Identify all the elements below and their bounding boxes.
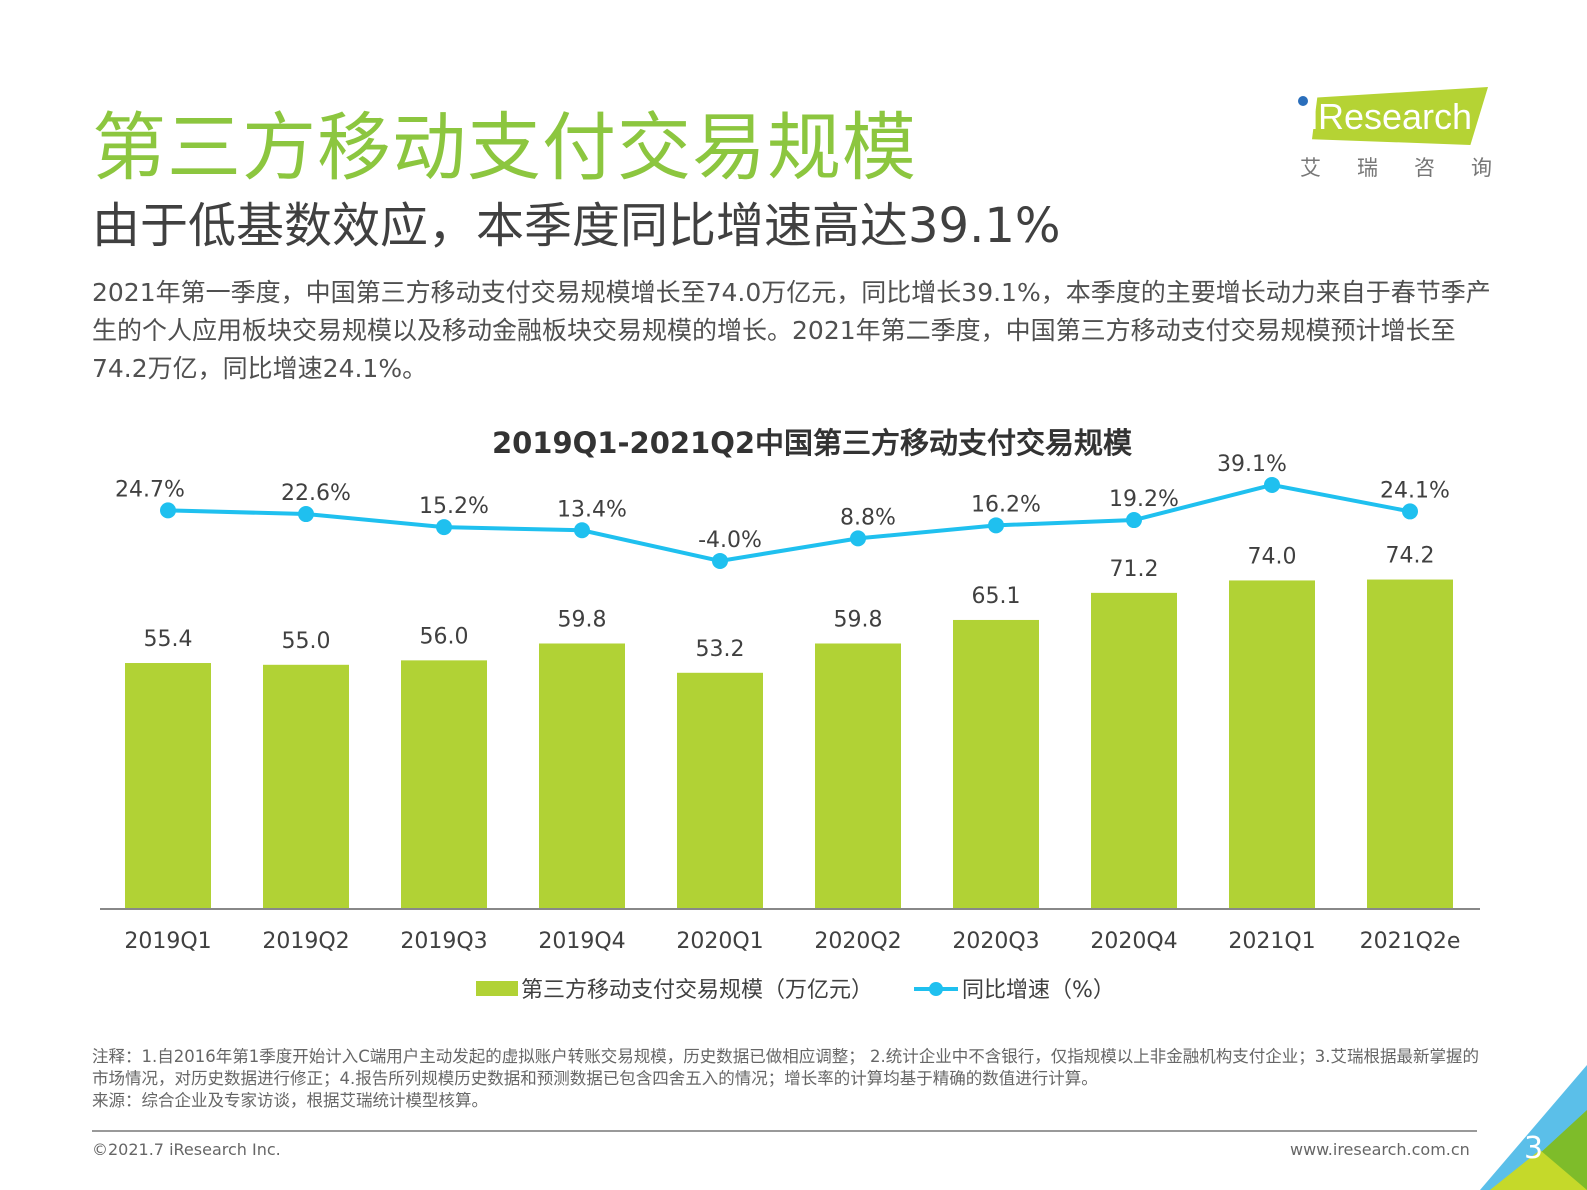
x-tick-label: 2021Q2e: [1360, 929, 1461, 954]
growth-value-label: 16.2%: [971, 492, 1041, 517]
growth-value-label: 13.4%: [557, 497, 627, 522]
bar-value-label: 74.0: [1248, 544, 1297, 569]
x-tick-label: 2020Q1: [676, 929, 763, 954]
bar-value-label: 55.4: [144, 627, 193, 652]
x-tick-label: 2020Q2: [814, 929, 901, 954]
growth-value-label: -4.0%: [698, 528, 762, 553]
x-tick-label: 2019Q3: [400, 929, 487, 954]
website-link[interactable]: www.iresearch.com.cn: [1290, 1140, 1470, 1159]
bar: [1091, 592, 1177, 909]
growth-value-label: 8.8%: [840, 505, 896, 530]
bar: [1367, 579, 1453, 909]
growth-point: [1264, 476, 1280, 493]
growth-point: [712, 552, 728, 569]
bar: [401, 660, 487, 909]
growth-point: [1402, 503, 1418, 520]
legend-line-label: 同比增速（%）: [962, 978, 1115, 1003]
growth-value-label: 24.7%: [115, 477, 185, 502]
x-tick-label: 2019Q2: [262, 929, 349, 954]
chart-title: 2019Q1-2021Q2中国第三方移动支付交易规模: [492, 426, 1133, 460]
legend: 第三方移动支付交易规模（万亿元） 同比增速（%）: [476, 978, 1115, 1003]
page-subtitle: 由于低基数效应，本季度同比增速高达39.1%: [92, 198, 1061, 254]
legend-bar-swatch: [476, 981, 518, 996]
bar-value-label: 71.2: [1110, 557, 1159, 582]
logo-banner: [1312, 87, 1488, 145]
logo-text: iResearch: [1310, 96, 1473, 137]
legend-line-marker: [929, 982, 943, 996]
bar: [815, 643, 901, 909]
footnote-remarks: 注释：1.自2016年第1季度开始计入C端用户主动发起的虚拟账户转账交易规模，历…: [92, 1047, 1479, 1088]
bar: [263, 664, 349, 909]
copyright: ©2021.7 iResearch Inc.: [92, 1140, 281, 1159]
bar: [953, 619, 1039, 909]
x-tick-label: 2020Q3: [952, 929, 1039, 954]
growth-point: [436, 519, 452, 536]
growth-value-label: 24.1%: [1380, 478, 1450, 503]
legend-bar-label: 第三方移动支付交易规模（万亿元）: [521, 978, 873, 1003]
bar-value-label: 56.0: [420, 624, 469, 649]
footer-divider: [92, 1130, 1477, 1132]
x-tick-label: 2021Q1: [1228, 929, 1315, 954]
growth-value-label: 15.2%: [419, 494, 489, 519]
iresearch-logo: iResearch 艾瑞咨询: [1296, 82, 1496, 182]
footnotes: 注释：1.自2016年第1季度开始计入C端用户主动发起的虚拟账户转账交易规模，历…: [92, 1046, 1492, 1112]
x-tick-label: 2019Q4: [538, 929, 625, 954]
growth-point: [298, 506, 314, 523]
bar-value-label: 74.2: [1386, 544, 1435, 569]
bar-value-label: 55.0: [282, 629, 331, 654]
growth-point: [1126, 512, 1142, 529]
logo-cn: 艾瑞咨询: [1300, 156, 1528, 180]
growth-point: [850, 530, 866, 547]
bar: [125, 663, 211, 909]
growth-value-label: 22.6%: [281, 481, 351, 506]
bar: [539, 643, 625, 909]
growth-line: [167, 482, 1411, 563]
page-number: 3: [1524, 1131, 1544, 1166]
growth-point: [574, 522, 590, 539]
bar-value-label: 65.1: [972, 584, 1021, 609]
growth-point: [160, 502, 176, 519]
bar-value-label: 59.8: [834, 607, 883, 632]
summary-text: 2021年第一季度，中国第三方移动支付交易规模增长至74.0万亿元，同比增长39…: [92, 278, 1491, 383]
bar: [1229, 580, 1315, 909]
footnote-source: 来源：综合企业及专家访谈，根据艾瑞统计模型核算。: [92, 1091, 488, 1110]
x-tick-label: 2019Q1: [124, 929, 211, 954]
page-title: 第三方移动支付交易规模: [92, 105, 917, 191]
bar-value-label: 53.2: [696, 637, 745, 662]
growth-value-label: 19.2%: [1109, 487, 1179, 512]
logo-dot: [1298, 96, 1308, 106]
x-tick-label: 2020Q4: [1090, 929, 1177, 954]
bar-value-label: 59.8: [558, 607, 607, 632]
growth-point: [988, 517, 1004, 534]
corner-decoration-yellow: [1490, 1150, 1587, 1190]
growth-value-label: 39.1%: [1217, 452, 1287, 477]
bar: [677, 672, 763, 909]
